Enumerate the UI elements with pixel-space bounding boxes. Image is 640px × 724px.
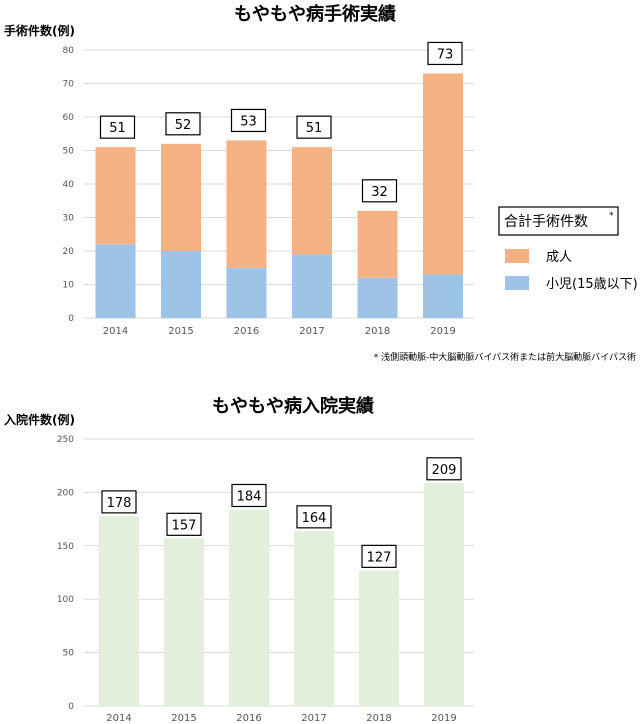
surgery-bar-child bbox=[226, 267, 267, 318]
admission-value-label: 127 bbox=[367, 550, 392, 565]
surgery-bar-adult bbox=[357, 210, 398, 278]
surgery-x-tick: 2019 bbox=[430, 326, 455, 337]
surgery-total-box bbox=[296, 115, 332, 139]
surgery-total-label: 52 bbox=[175, 118, 192, 133]
surgery-bar-child bbox=[292, 254, 332, 318]
admission-value-box bbox=[426, 457, 462, 481]
admission-bar bbox=[424, 482, 464, 706]
surgery-total-box bbox=[99, 115, 136, 139]
surgery-y-tick: 20 bbox=[63, 247, 75, 257]
surgery-x-tick: 2017 bbox=[299, 326, 324, 337]
legend-title: 合計手術件数 bbox=[504, 214, 588, 230]
legend-adult-label: 成人 bbox=[546, 250, 572, 265]
admission-chart-title: もやもや病入院実績 bbox=[212, 395, 374, 417]
surgery-bar-child bbox=[95, 244, 136, 318]
admission-y-axis-label: 入院件数(例) bbox=[4, 412, 75, 427]
admission-x-tick: 2017 bbox=[301, 713, 326, 724]
admission-y-tick: 50 bbox=[63, 649, 75, 659]
surgery-bar-child bbox=[357, 277, 398, 318]
admission-value-label: 209 bbox=[432, 463, 457, 478]
admission-value-box bbox=[231, 483, 267, 508]
surgery-chart: もやもや病手術実績 手術件数(例) 51 52 53 51 32 73 2014 2015 2… bbox=[4, 3, 638, 363]
admission-x-tick: 2019 bbox=[431, 713, 456, 724]
surgery-y-tick: 0 bbox=[68, 314, 74, 324]
legend-title-box bbox=[498, 206, 619, 236]
surgery-x-tick: 2018 bbox=[365, 326, 390, 337]
admission-chart: もやもや病入院実績 入院件数(例) 178 157 184 164 127 209 201… bbox=[4, 395, 474, 724]
surgery-y-tick: 10 bbox=[63, 281, 75, 291]
admission-value-label: 178 bbox=[107, 496, 132, 511]
surgery-total-box bbox=[165, 112, 201, 136]
admission-value-label: 164 bbox=[302, 511, 327, 526]
surgery-bar-adult bbox=[226, 140, 267, 268]
surgery-bar-child bbox=[423, 274, 463, 318]
surgery-footnote: * 浅側頭動脈-中大脳動脈バイパス術または前大脳動脈バイパス術 bbox=[374, 351, 636, 363]
surgery-bar-adult bbox=[292, 147, 332, 255]
admission-x-tick: 2014 bbox=[106, 713, 131, 724]
surgery-x-tick: 2016 bbox=[234, 326, 259, 337]
admission-x-tick: 2015 bbox=[171, 713, 196, 724]
admission-value-box bbox=[166, 512, 202, 536]
admission-value-box bbox=[296, 505, 332, 529]
admission-value-box bbox=[361, 544, 397, 568]
surgery-y-tick: 60 bbox=[63, 113, 75, 123]
surgery-bar-adult bbox=[161, 143, 201, 251]
admission-value-box bbox=[101, 490, 137, 514]
admission-y-tick: 250 bbox=[57, 435, 74, 445]
admission-bar bbox=[294, 530, 334, 706]
surgery-total-label: 32 bbox=[371, 185, 388, 200]
surgery-bar-adult bbox=[95, 147, 136, 245]
admission-y-tick: 100 bbox=[57, 595, 74, 605]
surgery-legend: 合計手術件数 * 成人 小児(15歳以下) bbox=[498, 206, 638, 292]
surgery-total-box bbox=[427, 41, 463, 66]
surgery-total-label: 73 bbox=[437, 47, 454, 62]
surgery-total-label: 53 bbox=[240, 114, 257, 129]
surgery-y-tick: 70 bbox=[63, 80, 75, 90]
surgery-total-label: 51 bbox=[109, 121, 126, 136]
admission-y-tick: 200 bbox=[57, 488, 74, 498]
admission-value-label: 184 bbox=[237, 489, 262, 504]
admission-y-tick: 0 bbox=[68, 702, 74, 712]
admission-bar bbox=[99, 515, 139, 706]
surgery-total-label: 51 bbox=[306, 121, 323, 136]
admission-bar bbox=[359, 570, 399, 706]
surgery-y-tick: 40 bbox=[63, 180, 75, 190]
admission-y-tick: 150 bbox=[57, 542, 74, 552]
legend-child-swatch bbox=[505, 276, 529, 290]
surgery-y-tick: 80 bbox=[63, 46, 75, 56]
surgery-bar-child bbox=[161, 251, 201, 318]
surgery-x-tick: 2015 bbox=[168, 326, 193, 337]
admission-bar bbox=[229, 509, 269, 706]
legend-title-mark: * bbox=[609, 211, 614, 221]
admission-x-tick: 2016 bbox=[236, 713, 261, 724]
surgery-bar-adult bbox=[423, 73, 463, 275]
admission-value-label: 157 bbox=[172, 518, 197, 533]
admission-bar bbox=[164, 538, 204, 706]
admission-x-tick: 2018 bbox=[366, 713, 391, 724]
legend-child-label: 小児(15歳以下) bbox=[546, 277, 638, 292]
surgery-y-tick: 50 bbox=[63, 147, 75, 157]
legend-adult-swatch bbox=[505, 249, 529, 263]
surgery-x-tick: 2014 bbox=[103, 326, 128, 337]
surgery-y-axis-label: 手術件数(例) bbox=[4, 23, 75, 38]
surgery-total-box bbox=[230, 108, 267, 133]
surgery-y-tick: 30 bbox=[63, 214, 75, 224]
surgery-chart-title: もやもや病手術実績 bbox=[234, 3, 396, 25]
surgery-total-box bbox=[361, 179, 398, 203]
